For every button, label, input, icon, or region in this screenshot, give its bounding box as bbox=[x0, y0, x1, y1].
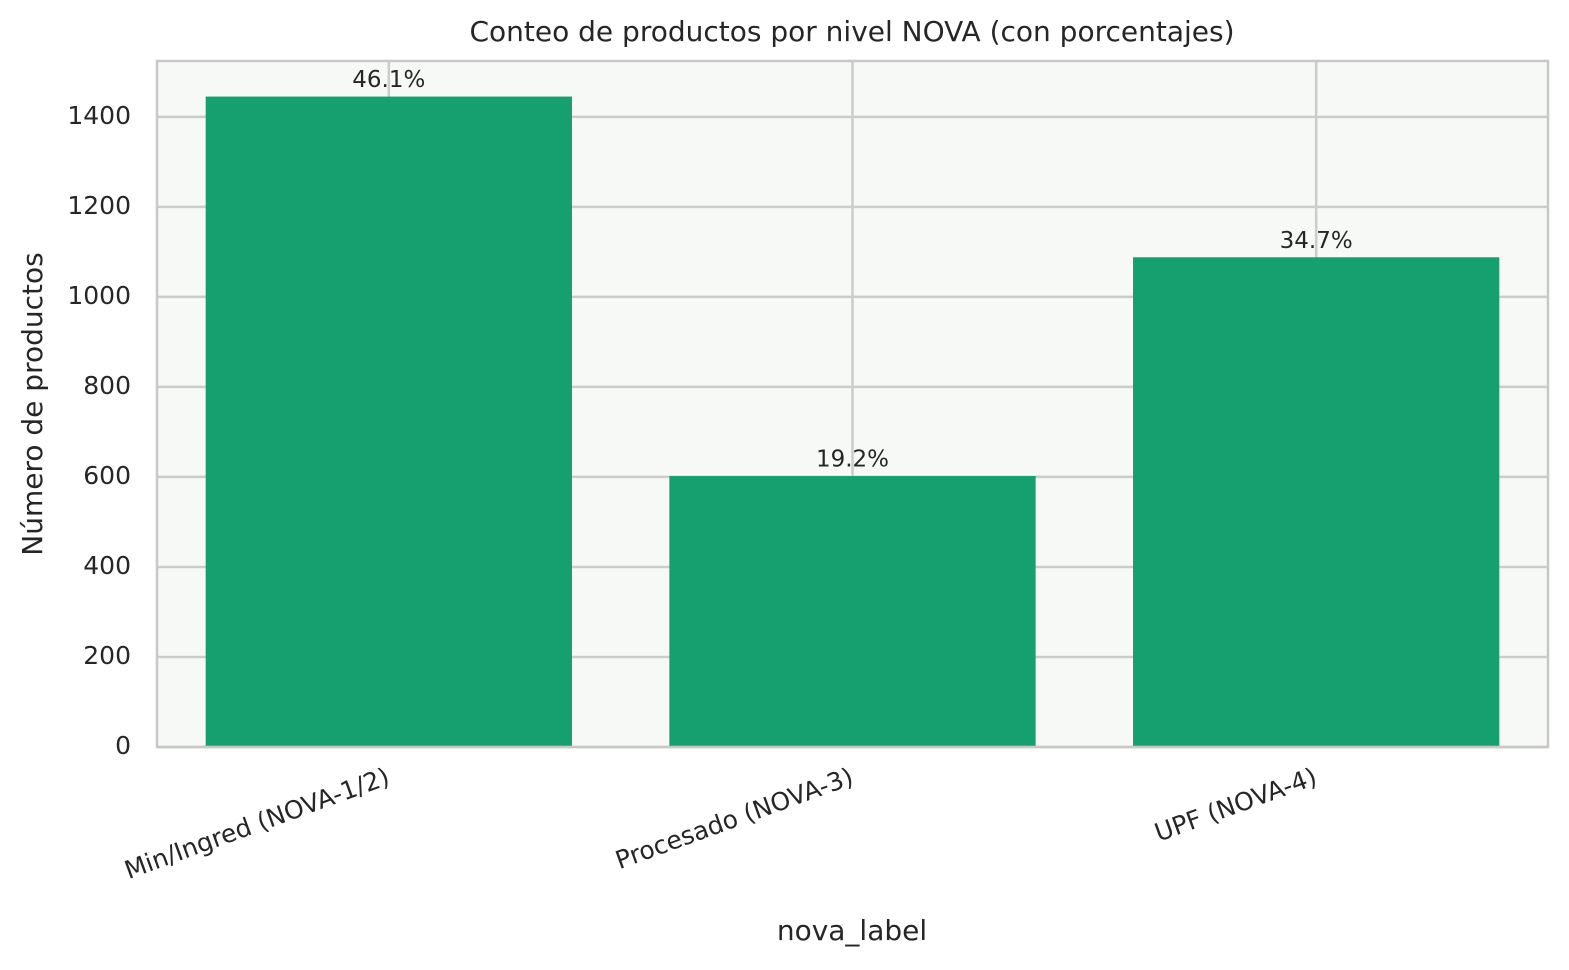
y-tick-label: 200 bbox=[83, 641, 131, 670]
data-label: 34.7% bbox=[1280, 228, 1353, 254]
bar bbox=[1133, 257, 1500, 747]
plot-frame bbox=[155, 59, 1550, 749]
chart-title: Conteo de productos por nivel NOVA (con … bbox=[469, 15, 1234, 48]
bar bbox=[205, 96, 572, 747]
data-label: 46.1% bbox=[352, 67, 425, 93]
y-tick-label: 1400 bbox=[67, 101, 131, 130]
x-tick-label: Procesado (NOVA-3) bbox=[611, 762, 856, 875]
bar bbox=[669, 476, 1036, 747]
x-tick-label: UPF (NOVA-4) bbox=[1151, 762, 1321, 847]
y-tick-label: 600 bbox=[83, 461, 131, 490]
y-tick-label: 1000 bbox=[67, 281, 131, 310]
y-tick-label: 400 bbox=[83, 551, 131, 580]
y-tick-label: 800 bbox=[83, 371, 131, 400]
data-label: 19.2% bbox=[816, 447, 889, 473]
x-tick-label: Min/Ingred (NOVA-1/2) bbox=[121, 762, 394, 885]
y-tick-label: 1200 bbox=[67, 191, 131, 220]
y-axis-label: Número de productos bbox=[16, 252, 49, 555]
y-tick-label: 0 bbox=[115, 731, 131, 760]
x-axis-label: nova_label bbox=[777, 914, 927, 947]
